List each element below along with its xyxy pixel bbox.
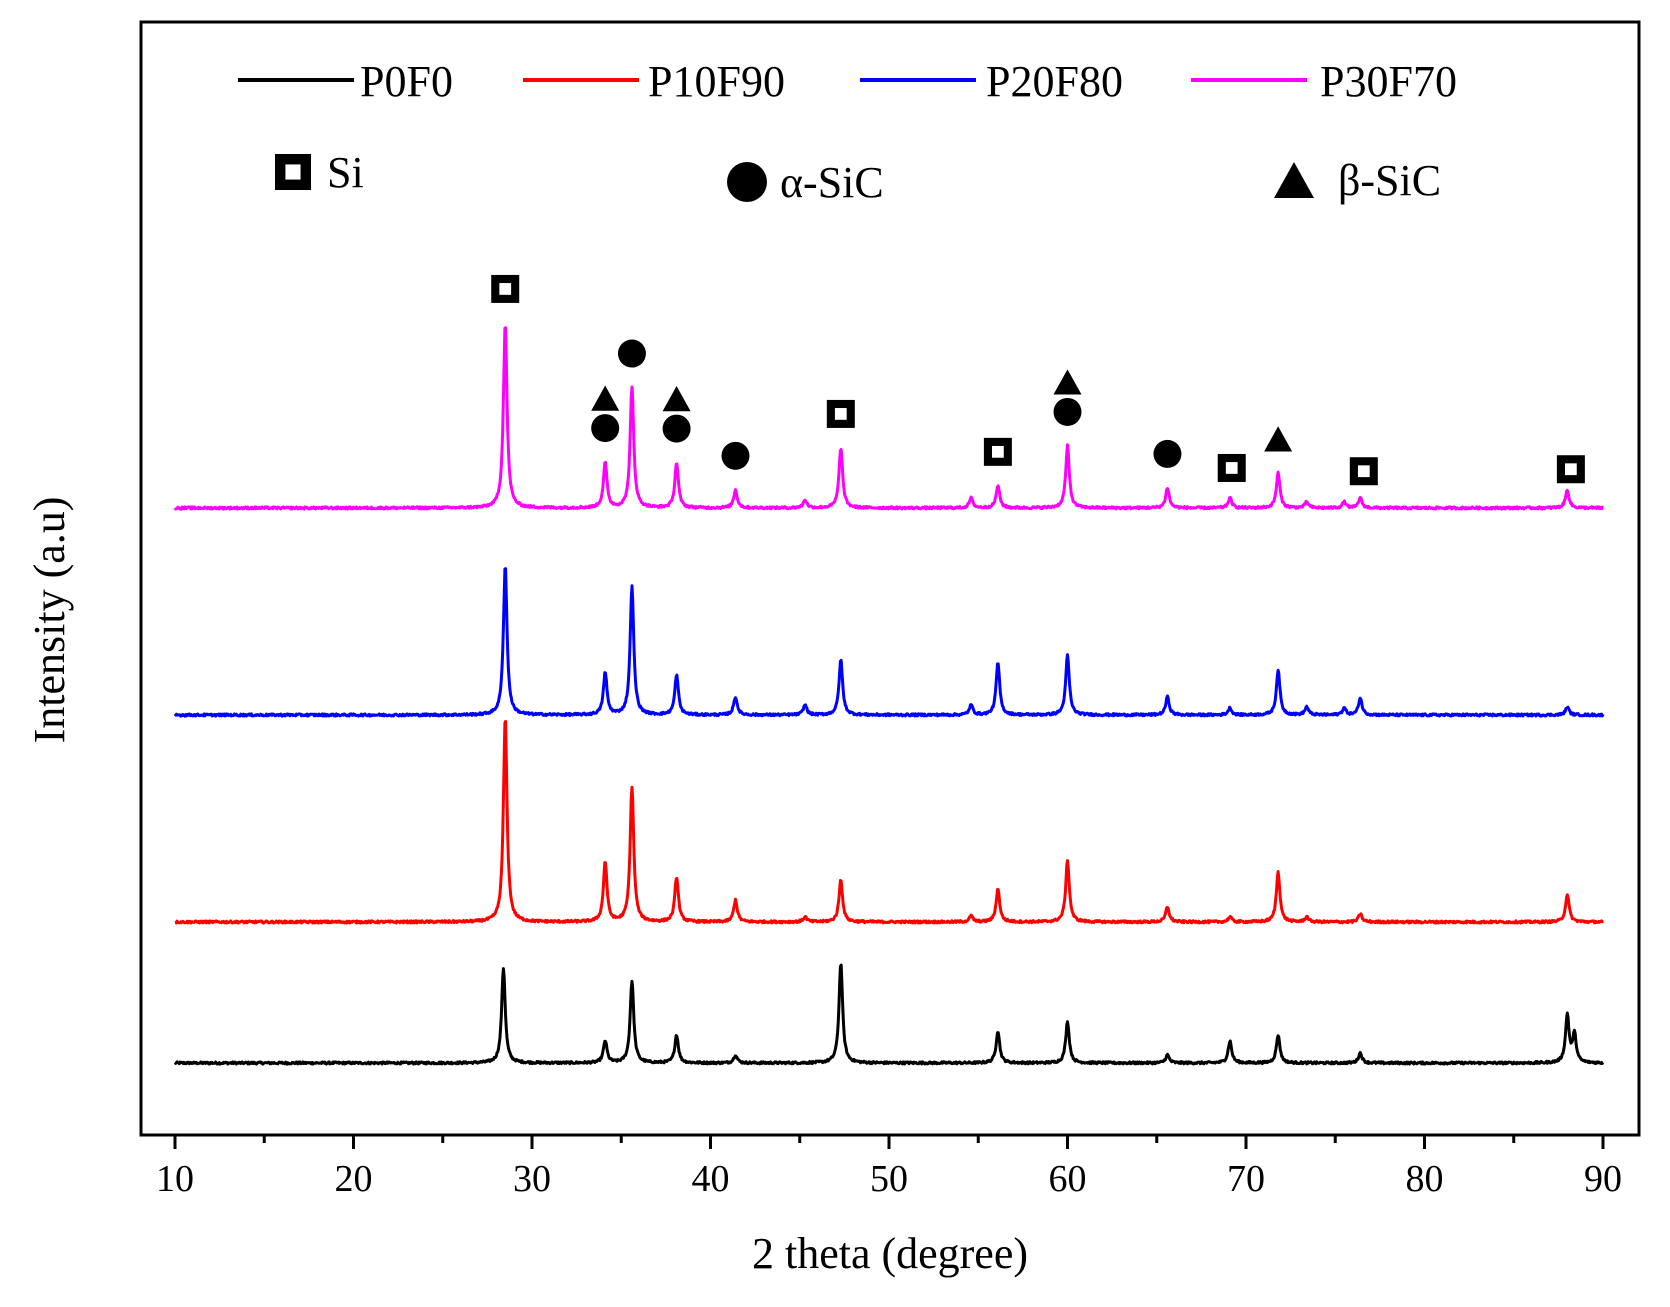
x-tick-label: 90 [1584, 1158, 1622, 1200]
si-marker [1217, 453, 1246, 482]
series-line-P0F0 [173, 963, 1605, 1066]
phase-label: α-SiC [780, 158, 884, 207]
phase-label: β-SiC [1338, 156, 1441, 205]
si-marker [275, 154, 311, 190]
x-tick-label: 30 [513, 1158, 551, 1200]
si-marker [1349, 457, 1378, 486]
beta-sic-marker [591, 385, 620, 411]
alpha-sic-marker [721, 441, 750, 470]
legend-label-P20F80: P20F80 [986, 57, 1123, 106]
x-tick-label: 70 [1227, 1158, 1265, 1200]
series-line-P20F80 [173, 567, 1605, 718]
x-tick-label: 80 [1406, 1158, 1444, 1200]
beta-sic-marker [662, 386, 691, 412]
x-tick-label: 10 [156, 1158, 194, 1200]
beta-sic-marker [1053, 369, 1082, 395]
curves-group [173, 326, 1605, 1066]
series-legend: P0F0 P10F90 P20F80 P30F70 [238, 57, 1457, 106]
phase-label: Si [327, 148, 364, 197]
beta-sic-marker [1264, 426, 1293, 452]
peak-annotations-group [491, 274, 1585, 486]
x-tick-label: 20 [335, 1158, 373, 1200]
alpha-sic-marker [1053, 397, 1082, 426]
x-axis: 10 20 30 40 50 60 70 80 90 [156, 1135, 1622, 1200]
alpha-sic-marker [1153, 439, 1182, 468]
si-marker [826, 399, 855, 428]
alpha-sic-marker [591, 414, 620, 443]
alpha-sic-marker [617, 339, 646, 368]
legend-label-P0F0: P0F0 [360, 57, 453, 106]
beta-sic-marker [1274, 162, 1314, 198]
si-marker [491, 274, 520, 303]
si-marker [983, 437, 1012, 466]
legend-label-P30F70: P30F70 [1320, 57, 1457, 106]
x-tick-label: 40 [692, 1158, 730, 1200]
series-line-P10F90 [174, 719, 1605, 925]
series-line-P30F70 [173, 326, 1604, 511]
alpha-sic-marker [662, 414, 691, 443]
y-axis-title: Intensity (a.u) [25, 497, 74, 744]
x-tick-label: 50 [870, 1158, 908, 1200]
x-axis-title: 2 theta (degree) [752, 1229, 1028, 1278]
x-tick-label: 60 [1049, 1158, 1087, 1200]
alpha-sic-marker [727, 162, 767, 202]
phase-legend: Si α-SiC β-SiC [275, 148, 1441, 207]
si-marker [1556, 455, 1585, 484]
legend-label-P10F90: P10F90 [648, 57, 785, 106]
